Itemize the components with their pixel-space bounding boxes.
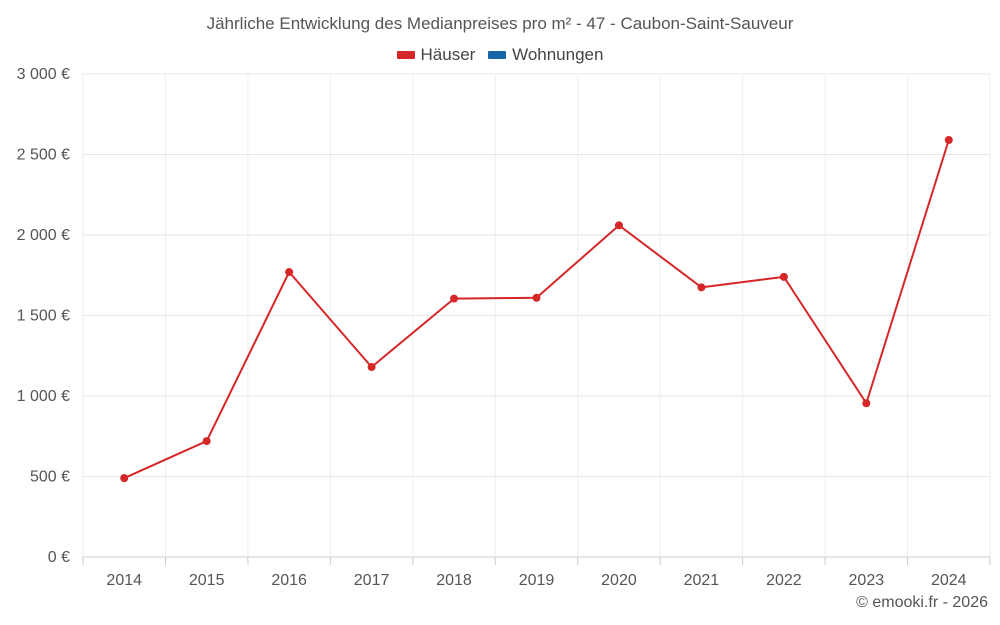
data-point <box>202 437 211 446</box>
x-tick-label: 2016 <box>271 572 307 589</box>
data-point <box>862 399 871 408</box>
legend-swatch-wohnungen <box>488 51 507 59</box>
x-tick-label: 2014 <box>106 572 142 589</box>
legend-item-wohnungen[interactable]: Wohnungen <box>488 45 603 65</box>
legend-label-wohnungen: Wohnungen <box>512 45 604 64</box>
x-tick-label: 2023 <box>849 572 885 589</box>
data-point <box>120 474 129 483</box>
x-tick-label: 2024 <box>931 572 967 589</box>
y-tick-label: 2 000 € <box>17 227 70 244</box>
y-tick-label: 3 000 € <box>17 66 70 83</box>
legend: Häuser Wohnungen <box>0 44 1000 65</box>
x-tick-label: 2015 <box>189 572 225 589</box>
legend-item-haeuser[interactable]: Häuser <box>396 45 476 65</box>
footer-credit: © emooki.fr - 2026 <box>856 594 988 611</box>
data-point <box>779 272 788 281</box>
x-tick-label: 2021 <box>684 572 720 589</box>
x-tick-label: 2020 <box>601 572 637 589</box>
y-tick-label: 500 € <box>30 469 70 486</box>
legend-label-haeuser: Häuser <box>420 45 476 64</box>
data-point <box>614 221 623 230</box>
x-tick-label: 2018 <box>436 572 472 589</box>
data-point <box>450 294 459 303</box>
y-tick-label: 0 € <box>48 549 70 566</box>
chart-title: Jährliche Entwicklung des Medianpreises … <box>206 14 794 33</box>
data-point <box>944 136 953 145</box>
y-tick-label: 1 000 € <box>17 388 70 405</box>
data-point <box>532 293 541 302</box>
data-point <box>367 363 376 372</box>
x-tick-label: 2017 <box>354 572 390 589</box>
y-tick-label: 2 500 € <box>17 147 70 164</box>
x-tick-label: 2022 <box>766 572 802 589</box>
x-tick-label: 2019 <box>519 572 555 589</box>
legend-swatch-haeuser <box>396 51 415 59</box>
y-tick-label: 1 500 € <box>17 308 70 325</box>
data-point <box>285 268 294 277</box>
data-point <box>697 283 706 292</box>
